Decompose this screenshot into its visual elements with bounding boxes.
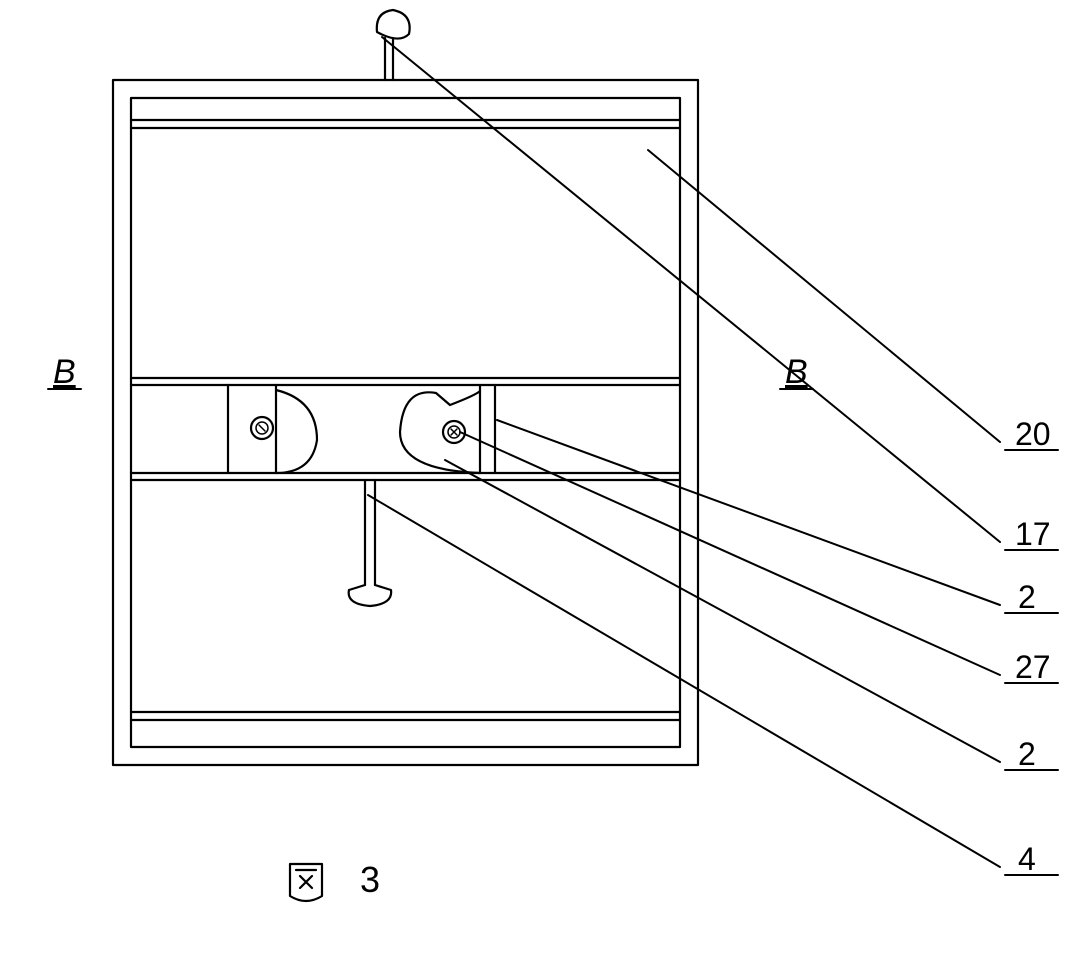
ref-label-2a: 2 bbox=[1018, 579, 1036, 615]
engineering-figure: B B 20 17 2 27 2 4 3 bbox=[0, 0, 1074, 961]
figure-number: 3 bbox=[360, 859, 380, 900]
ref-label-27: 27 bbox=[1015, 649, 1051, 685]
ref-label-2b: 2 bbox=[1018, 736, 1036, 772]
ref-label-20: 20 bbox=[1015, 416, 1051, 452]
figure-caption bbox=[290, 864, 322, 901]
section-label-b: B bbox=[53, 353, 76, 391]
section-label-b: B bbox=[785, 353, 808, 391]
ref-label-4: 4 bbox=[1018, 841, 1036, 877]
ref-label-17: 17 bbox=[1015, 516, 1051, 552]
